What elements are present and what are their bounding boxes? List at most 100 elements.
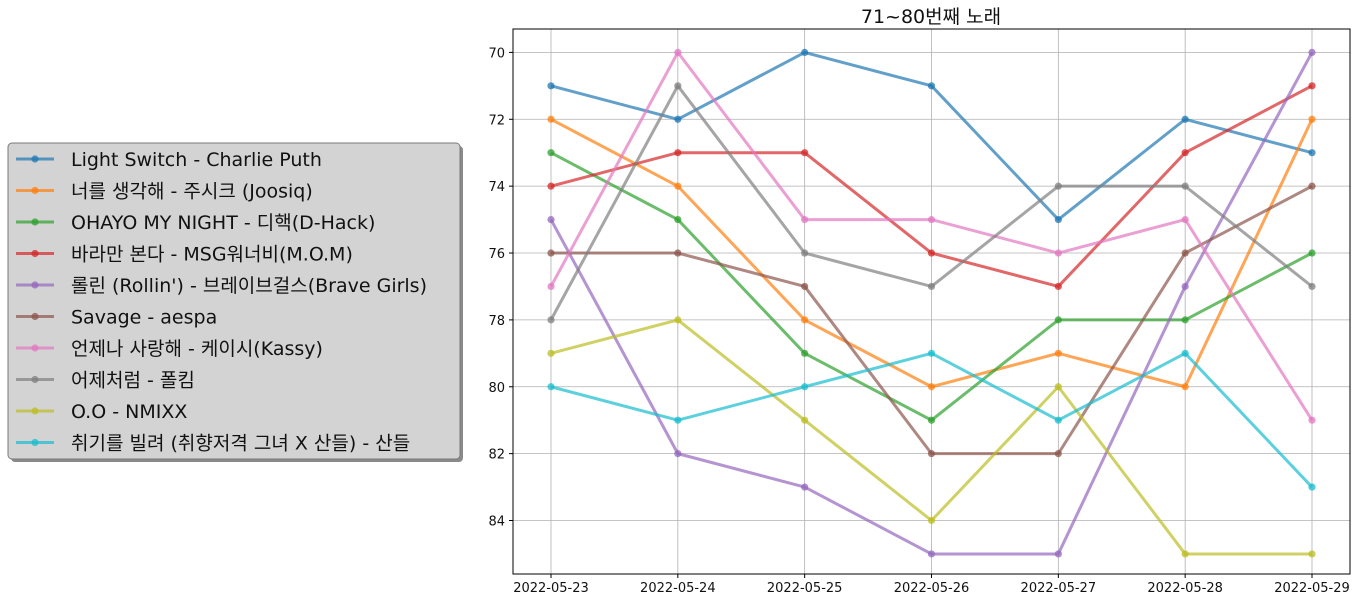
legend-item: 어제처럼 - 폴킴: [16, 370, 195, 392]
data-point: [1054, 215, 1062, 224]
x-tick-label: 2022-05-23: [513, 581, 589, 596]
data-point: [1181, 550, 1189, 558]
chart-title: 71~80번째 노래: [861, 6, 1001, 28]
data-point: [1054, 182, 1062, 190]
legend-item: 롤린 (Rollin') - 브레이브걸스(Brave Girls): [16, 275, 427, 297]
legend-label: Light Switch - Charlie Puth: [71, 149, 322, 171]
data-point: [674, 182, 682, 190]
legend-box: [7, 142, 461, 460]
series-9: [547, 316, 1316, 558]
data-point: [927, 416, 936, 424]
data-point: [1181, 282, 1189, 291]
data-point: [1308, 483, 1316, 491]
data-point: [801, 249, 809, 257]
x-tick-label: 2022-05-27: [1021, 581, 1097, 596]
data-point: [927, 383, 936, 391]
data-point: [1308, 416, 1316, 424]
series-2: [547, 115, 1316, 391]
series-6: [547, 182, 1316, 458]
y-tick-label: 80: [488, 381, 505, 396]
data-point: [927, 516, 936, 525]
legend-marker: [31, 281, 39, 289]
data-point: [927, 550, 936, 558]
data-point: [674, 82, 682, 90]
data-point: [1054, 349, 1062, 357]
y-tick-label: 78: [488, 314, 505, 329]
legend-marker: [31, 407, 39, 415]
legend-item: 언제나 사랑해 - 케이시(Kassy): [16, 338, 323, 360]
data-point: [1308, 282, 1316, 291]
data-point: [927, 82, 936, 90]
data-point: [927, 249, 936, 257]
legend-item: Light Switch - Charlie Puth: [16, 149, 322, 171]
data-point: [1054, 416, 1062, 424]
data-point: [547, 349, 555, 357]
x-tick-label: 2022-05-29: [1274, 581, 1350, 596]
data-point: [674, 316, 682, 324]
y-tick-label: 70: [488, 46, 505, 61]
data-point: [801, 416, 809, 424]
data-point: [801, 149, 809, 157]
data-point: [1308, 82, 1316, 90]
data-point: [801, 316, 809, 324]
legend-item: 취기를 빌려 (취향저격 그녀 X 산들) - 산들: [16, 433, 410, 455]
data-point: [927, 215, 936, 224]
data-point: [674, 249, 682, 257]
series-10: [547, 349, 1316, 491]
legend-items: Light Switch - Charlie Puth 너를 생각해 - 주시크 …: [16, 149, 427, 455]
data-point: [547, 249, 555, 257]
data-point: [547, 82, 555, 90]
data-point: [547, 282, 555, 291]
x-tick-label: 2022-05-24: [640, 581, 716, 596]
x-tick-label: 2022-05-25: [767, 581, 843, 596]
data-point: [547, 115, 555, 123]
y-tick-label: 72: [488, 113, 505, 128]
data-point: [1054, 282, 1062, 291]
legend-item: Savage - aespa: [16, 307, 217, 329]
legend-marker: [31, 344, 39, 352]
data-point: [801, 383, 809, 391]
data-point: [1054, 249, 1062, 257]
data-point: [1308, 550, 1316, 558]
legend: Light Switch - Charlie Puth 너를 생각해 - 주시크 …: [7, 142, 463, 462]
legend-label: Savage - aespa: [71, 307, 217, 329]
data-point: [927, 349, 936, 357]
legend-marker: [31, 375, 39, 384]
legend-label: 롤린 (Rollin') - 브레이브걸스(Brave Girls): [71, 275, 427, 297]
legend-item: 너를 생각해 - 주시크 (Joosiq): [16, 181, 313, 203]
data-point: [1054, 450, 1062, 458]
y-tick-label: 82: [488, 448, 505, 463]
legend-item: 바라만 본다 - MSG워너비(M.O.M): [16, 244, 353, 266]
data-point: [1054, 316, 1062, 324]
legend-label: 언제나 사랑해 - 케이시(Kassy): [71, 338, 323, 360]
legend-marker: [31, 218, 39, 226]
data-point: [674, 450, 682, 458]
legend-label: 어제처럼 - 폴킴: [71, 370, 195, 392]
legend-item: OHAYO MY NIGHT - 디핵(D-Hack): [16, 212, 375, 234]
data-point: [1181, 182, 1189, 190]
legend-marker: [31, 155, 39, 163]
series-7: [547, 48, 1316, 424]
data-point: [674, 48, 682, 57]
y-axis: 70 72 74 76 78 80 82 84: [488, 46, 513, 530]
legend-label: 바라만 본다 - MSG워너비(M.O.M): [71, 244, 353, 266]
data-point: [1181, 215, 1189, 224]
x-tick-label: 2022-05-26: [894, 581, 970, 596]
legend-marker: [31, 249, 39, 258]
legend-marker: [31, 438, 39, 447]
data-point: [1181, 383, 1189, 391]
data-point: [1308, 115, 1316, 123]
data-point: [1181, 249, 1189, 257]
data-point: [1308, 149, 1316, 157]
data-point: [674, 215, 682, 224]
data-point: [1181, 349, 1189, 357]
data-point: [547, 316, 555, 324]
data-point: [927, 450, 936, 458]
data-point: [1054, 383, 1062, 391]
data-point: [1181, 115, 1189, 123]
data-point: [1308, 48, 1316, 57]
series-lines: [547, 48, 1316, 558]
data-point: [674, 416, 682, 424]
series-4: [547, 82, 1316, 291]
